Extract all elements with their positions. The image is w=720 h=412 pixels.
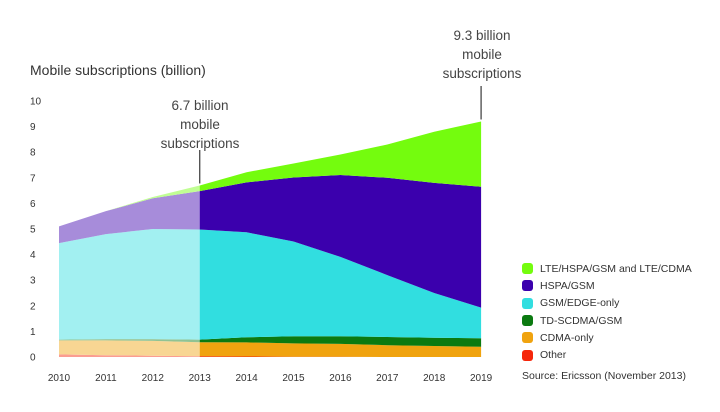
annotation-2013-line: 6.7 billion — [171, 98, 229, 113]
x-tick-label: 2017 — [376, 373, 399, 384]
y-tick-label: 7 — [30, 173, 36, 184]
legend-item-lte: LTE/HSPA/GSM and LTE/CDMA — [522, 260, 692, 277]
area-historic-td-scdma-gsm — [59, 339, 200, 343]
y-tick-label: 3 — [30, 276, 36, 287]
area-historic-gsm-edge-only — [59, 229, 200, 340]
y-tick-label: 8 — [30, 148, 36, 159]
y-tick-label: 1 — [30, 327, 36, 338]
legend-swatch-cdma — [522, 332, 533, 344]
x-tick-label: 2010 — [48, 373, 71, 384]
area-historic-lte-hspa-gsm-and-lte-cdma — [59, 185, 200, 227]
legend-label-other: Other — [540, 349, 567, 362]
y-tick-label: 6 — [30, 199, 36, 210]
legend-label-gsm-edge: GSM/EDGE-only — [540, 297, 620, 310]
annotation-2019: 9.3 billion mobile subscriptions — [422, 26, 542, 83]
area-forecast-lte-hspa-gsm-and-lte-cdma — [199, 121, 482, 192]
annotation-2019-line: subscriptions — [442, 66, 522, 81]
legend-swatch-td-scdma — [522, 315, 533, 327]
annotation-2013-line: mobile — [180, 117, 220, 132]
x-tick-label: 2013 — [189, 373, 212, 384]
area-forecast-other — [199, 356, 482, 357]
legend-item-other: Other — [522, 346, 692, 363]
x-tick-label: 2012 — [142, 373, 165, 384]
x-tick-label: 2015 — [282, 373, 305, 384]
area-historic-cdma-only — [59, 340, 200, 357]
y-tick-label: 5 — [30, 225, 36, 236]
legend-item-td-scdma: TD-SCDMA/GSM — [522, 312, 692, 329]
y-tick-label: 4 — [30, 250, 36, 261]
area-historic-other — [59, 354, 200, 357]
legend-label-hspa: HSPA/GSM — [540, 279, 595, 292]
y-tick-label: 0 — [30, 353, 36, 364]
area-historic-hspa-gsm — [59, 191, 200, 244]
annotation-2013: 6.7 billion mobile subscriptions — [140, 96, 260, 153]
legend-item-hspa: HSPA/GSM — [522, 277, 692, 294]
area-forecast-cdma-only — [199, 342, 482, 357]
x-tick-label: 2011 — [95, 373, 117, 384]
legend: LTE/HSPA/GSM and LTE/CDMA HSPA/GSM GSM/E… — [522, 260, 692, 364]
y-tick-label: 10 — [30, 97, 42, 108]
chart-title: Mobile subscriptions (billion) — [30, 62, 206, 78]
source-note: Source: Ericsson (November 2013) — [522, 370, 686, 382]
x-tick-label: 2019 — [470, 373, 493, 384]
legend-swatch-other — [522, 349, 533, 361]
annotation-2019-line: 9.3 billion — [453, 28, 511, 43]
x-tick-label: 2018 — [423, 373, 446, 384]
y-tick-label: 2 — [30, 301, 36, 312]
y-tick-label: 9 — [30, 122, 36, 133]
annotation-2013-line: subscriptions — [160, 136, 240, 151]
annotation-2019-line: mobile — [462, 47, 502, 62]
legend-swatch-gsm-edge — [522, 297, 533, 309]
x-tick-label: 2016 — [329, 373, 352, 384]
legend-label-lte: LTE/HSPA/GSM and LTE/CDMA — [540, 262, 692, 275]
area-forecast-gsm-edge-only — [199, 229, 482, 340]
legend-item-gsm-edge: GSM/EDGE-only — [522, 295, 692, 312]
area-forecast-hspa-gsm — [199, 175, 482, 308]
area-forecast-td-scdma-gsm — [199, 336, 482, 347]
legend-label-td-scdma: TD-SCDMA/GSM — [540, 314, 623, 327]
legend-item-cdma: CDMA-only — [522, 329, 692, 346]
legend-label-cdma: CDMA-only — [540, 331, 594, 344]
legend-swatch-hspa — [522, 280, 533, 292]
legend-swatch-lte — [522, 263, 533, 275]
x-tick-label: 2014 — [235, 373, 258, 384]
